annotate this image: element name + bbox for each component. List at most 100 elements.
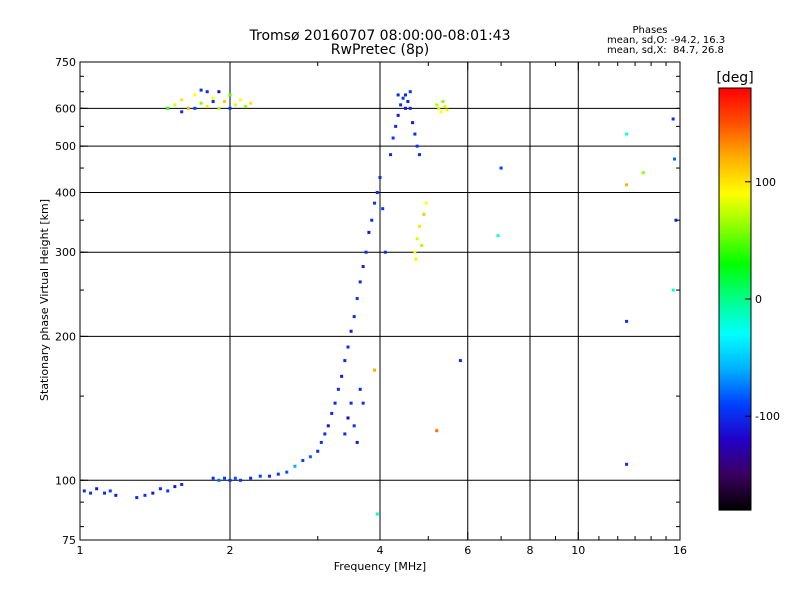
colorbar-segment [719, 465, 751, 469]
colorbar-tick-label: 100 [755, 176, 776, 189]
colorbar-segment [719, 477, 751, 481]
colorbar-segment [719, 322, 751, 326]
colorbar-segment [719, 383, 751, 387]
data-point [89, 491, 93, 495]
data-point [349, 329, 353, 333]
colorbar-segment [719, 442, 751, 445]
data-point [375, 512, 379, 516]
data-point [205, 105, 209, 109]
colorbar-segment [719, 406, 751, 410]
colorbar-segment [719, 399, 751, 403]
colorbar-segment [719, 392, 751, 396]
data-point [437, 106, 441, 110]
colorbar-segment [719, 460, 751, 464]
colorbar-segment [719, 493, 751, 497]
colorbar-segment [719, 141, 751, 145]
colorbar-segment [719, 132, 751, 136]
data-point [349, 401, 353, 405]
colorbar-segment [719, 151, 751, 155]
data-point [193, 93, 197, 97]
colorbar-segment [719, 280, 751, 284]
y-tick-label: 200 [55, 330, 76, 343]
colorbar-segment [719, 137, 751, 141]
data-point [406, 100, 410, 104]
colorbar-segment [719, 200, 751, 204]
colorbar-segment [719, 106, 751, 110]
colorbar-segment [719, 463, 751, 467]
colorbar-segment [719, 324, 751, 328]
colorbar-segment [719, 427, 751, 431]
colorbar-segment [719, 92, 751, 96]
colorbar-segment [719, 104, 751, 108]
colorbar-segment [719, 458, 751, 462]
data-point [239, 98, 243, 102]
data-point [389, 153, 393, 157]
data-point [205, 90, 209, 94]
colorbar-segment [719, 486, 751, 490]
data-point [336, 387, 340, 391]
data-point [233, 476, 237, 480]
colorbar-segment [719, 228, 751, 232]
colorbar-segment [719, 343, 751, 347]
colorbar-segment [719, 209, 751, 213]
data-point [671, 288, 675, 292]
colorbar-segment [719, 88, 751, 91]
colorbar-segment [719, 116, 751, 120]
colorbar-tick-label: 0 [755, 293, 762, 306]
data-point [383, 250, 387, 254]
data-point [441, 100, 445, 104]
data-point [391, 136, 395, 140]
data-point [193, 106, 197, 110]
colorbar-segment [719, 268, 751, 272]
colorbar-segment [719, 158, 751, 162]
colorbar-segment [719, 484, 751, 488]
colorbar-segment [719, 348, 751, 352]
colorbar-segment [719, 329, 751, 333]
colorbar-segment [719, 163, 751, 166]
data-point [496, 234, 500, 238]
colorbar-segment [719, 240, 751, 244]
colorbar-segment [719, 287, 751, 291]
data-point [394, 124, 398, 128]
colorbar-segment [719, 420, 751, 424]
colorbar-segment [719, 184, 751, 188]
colorbar-segment [719, 238, 751, 241]
colorbar-segment [719, 507, 751, 511]
colorbar-segment [719, 254, 751, 258]
data-point [233, 103, 237, 107]
data-point [285, 470, 289, 474]
colorbar-segment [719, 125, 751, 129]
colorbar-segment [719, 296, 751, 300]
data-point [301, 458, 305, 462]
colorbar-segment [719, 338, 751, 342]
data-point [373, 201, 377, 205]
colorbar-segment [719, 498, 751, 502]
data-point [346, 345, 350, 349]
colorbar-segment [719, 359, 751, 363]
data-point [180, 110, 184, 114]
data-point [199, 101, 203, 105]
colorbar-segment [719, 188, 751, 192]
colorbar-segment [719, 345, 751, 349]
colorbar-segment [719, 198, 751, 202]
data-point [228, 106, 232, 110]
colorbar-segment [719, 374, 751, 377]
colorbar-segment [719, 413, 751, 417]
colorbar-segment [719, 102, 751, 106]
colorbar-segment [719, 207, 751, 211]
data-point [414, 257, 418, 261]
colorbar-segment [719, 111, 751, 115]
colorbar-segment [719, 357, 751, 361]
colorbar-segment [719, 219, 751, 223]
colorbar-segment [719, 155, 751, 159]
data-point [625, 462, 629, 466]
colorbar-segment [719, 481, 751, 485]
data-point [396, 113, 400, 117]
data-point [352, 424, 356, 428]
colorbar-segment [719, 456, 751, 460]
data-point [355, 297, 359, 301]
y-tick-label: 75 [62, 534, 76, 547]
data-point [370, 218, 374, 222]
colorbar-segment [719, 186, 751, 190]
